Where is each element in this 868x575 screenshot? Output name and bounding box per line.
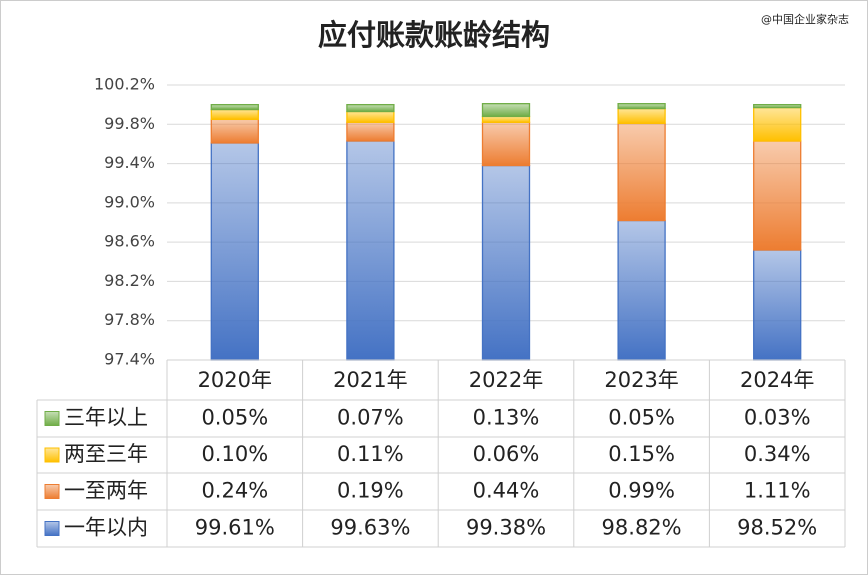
legend-label: 一至两年 bbox=[64, 479, 148, 503]
bar-segment bbox=[210, 142, 259, 361]
data-label: 98.82% bbox=[602, 516, 682, 540]
data-label: 0.44% bbox=[473, 479, 540, 503]
bar-segment bbox=[481, 164, 531, 361]
watermark: @中国企业家杂志 bbox=[761, 12, 849, 26]
y-tick-label: 99.0% bbox=[104, 192, 155, 211]
y-tick-label: 99.8% bbox=[104, 114, 155, 133]
bar-segment bbox=[753, 103, 802, 109]
bar-segment bbox=[346, 110, 395, 123]
bar-segment bbox=[210, 108, 259, 121]
legend-label: 一年以内 bbox=[64, 516, 148, 540]
bar-segment bbox=[753, 249, 802, 361]
data-label: 98.52% bbox=[737, 516, 817, 540]
legend-swatch bbox=[44, 484, 60, 499]
legend-label: 两至三年 bbox=[64, 442, 148, 466]
bar-segment bbox=[617, 219, 666, 361]
bar-segment bbox=[481, 121, 531, 167]
y-tick-label: 97.8% bbox=[104, 310, 155, 329]
x-tick-label: 2024年 bbox=[740, 368, 814, 392]
bar-segment bbox=[346, 103, 395, 113]
bar-segment bbox=[346, 121, 395, 142]
data-label: 99.61% bbox=[195, 516, 275, 540]
y-tick-label: 98.2% bbox=[104, 271, 155, 290]
data-label: 0.19% bbox=[337, 479, 404, 503]
y-tick-label: 98.6% bbox=[104, 232, 155, 251]
bar-segment bbox=[753, 140, 802, 251]
bar-segment bbox=[617, 122, 666, 222]
bar-segment bbox=[617, 103, 666, 110]
bar-segment bbox=[210, 118, 259, 144]
data-label: 99.38% bbox=[466, 516, 546, 540]
data-label: 0.15% bbox=[608, 442, 675, 466]
data-label: 1.11% bbox=[744, 479, 811, 503]
data-label: 0.11% bbox=[337, 442, 404, 466]
data-label: 0.05% bbox=[201, 406, 268, 430]
bar-segment bbox=[481, 103, 531, 118]
legend-swatch bbox=[44, 521, 60, 536]
data-label: 0.34% bbox=[744, 442, 811, 466]
data-label: 0.10% bbox=[201, 442, 268, 466]
x-tick-label: 2021年 bbox=[333, 368, 407, 392]
data-label: 0.06% bbox=[473, 442, 540, 466]
bar-segment bbox=[210, 103, 259, 111]
bar-segment bbox=[346, 140, 395, 361]
data-label: 0.05% bbox=[608, 406, 675, 430]
legend-swatch bbox=[44, 447, 60, 463]
bar-segment bbox=[753, 106, 802, 142]
data-label: 99.63% bbox=[330, 516, 410, 540]
legend-label: 三年以上 bbox=[64, 406, 148, 430]
bar-segment bbox=[617, 107, 666, 124]
chart-title: 应付账款账龄结构 bbox=[318, 18, 550, 52]
x-tick-label: 2022年 bbox=[469, 368, 543, 392]
data-label: 0.99% bbox=[608, 479, 675, 503]
data-label: 0.07% bbox=[337, 406, 404, 430]
data-label: 0.24% bbox=[201, 479, 268, 503]
bar-segment bbox=[481, 115, 531, 123]
y-tick-label: 97.4% bbox=[104, 350, 155, 369]
legend-swatch bbox=[44, 411, 60, 426]
data-label: 0.03% bbox=[744, 406, 811, 430]
y-tick-label: 100.2% bbox=[94, 75, 155, 94]
data-label: 0.13% bbox=[473, 406, 540, 430]
y-tick-label: 99.4% bbox=[104, 153, 155, 172]
x-tick-label: 2020年 bbox=[198, 368, 272, 392]
x-tick-label: 2023年 bbox=[604, 368, 678, 392]
